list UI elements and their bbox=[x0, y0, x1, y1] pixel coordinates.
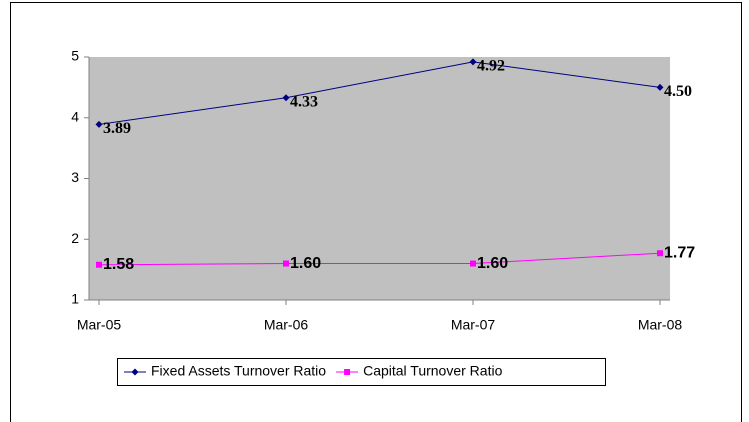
x-tick-label: Mar-06 bbox=[264, 317, 309, 333]
data-label: 1.60 bbox=[290, 255, 321, 272]
data-label: 1.58 bbox=[103, 256, 134, 273]
data-label: 4.50 bbox=[664, 83, 692, 100]
y-tick-label: 4 bbox=[71, 108, 79, 124]
data-label: 1.77 bbox=[664, 244, 695, 261]
x-tick-label: Mar-05 bbox=[77, 317, 122, 333]
y-tick-label: 2 bbox=[71, 230, 79, 246]
data-label: 3.89 bbox=[103, 120, 131, 137]
marker bbox=[283, 260, 289, 267]
marker bbox=[657, 250, 663, 257]
y-tick-label: 3 bbox=[71, 169, 79, 185]
legend-box bbox=[117, 358, 606, 386]
series-line bbox=[98, 252, 661, 266]
data-label: 4.33 bbox=[290, 93, 318, 110]
x-tick-label: Mar-08 bbox=[638, 317, 683, 333]
data-label: 4.92 bbox=[477, 58, 505, 75]
y-tick-label: 1 bbox=[71, 291, 79, 307]
marker bbox=[470, 260, 476, 267]
legend-label: Capital Turnover Ratio bbox=[363, 363, 503, 379]
legend-label: Fixed Assets Turnover Ratio bbox=[151, 363, 326, 379]
plot-background bbox=[89, 57, 670, 300]
series-line bbox=[98, 61, 661, 125]
data-label: 1.60 bbox=[477, 255, 508, 272]
marker bbox=[656, 83, 664, 91]
marker bbox=[282, 94, 290, 102]
legend-marker bbox=[131, 368, 139, 376]
legend-marker bbox=[344, 369, 351, 375]
x-tick-label: Mar-07 bbox=[451, 317, 496, 333]
y-tick-label: 5 bbox=[71, 48, 79, 64]
marker bbox=[96, 261, 102, 268]
marker bbox=[469, 58, 477, 66]
marker bbox=[95, 120, 103, 128]
